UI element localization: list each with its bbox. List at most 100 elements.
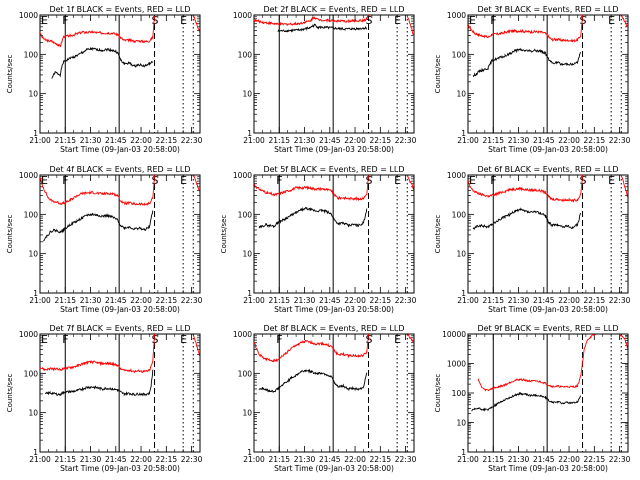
x-tick-label: 21:15 xyxy=(54,455,76,464)
series-lld xyxy=(477,334,597,392)
x-tick-label: 22:00 xyxy=(558,136,580,145)
x-tick-label: 21:00 xyxy=(243,296,265,305)
plot-frame xyxy=(467,174,629,294)
x-tick-label: 22:15 xyxy=(156,136,178,145)
x-tick-label: 22:15 xyxy=(584,136,606,145)
x-tick-label: 22:15 xyxy=(370,136,392,145)
series-events xyxy=(43,210,154,242)
y-axis-label: Counts/sec xyxy=(6,55,14,94)
series-lld-tail xyxy=(406,15,414,38)
x-tick-label: 21:00 xyxy=(457,296,479,305)
x-tick-label: 21:15 xyxy=(268,455,290,464)
y-tick-label: 100 xyxy=(452,389,467,398)
y-tick-label: 1 xyxy=(461,448,466,457)
x-tick-label: 21:15 xyxy=(482,455,504,464)
x-axis-label: Start Time (09-Jan-03 20:58:00) xyxy=(274,305,394,314)
series-lld-tail xyxy=(619,334,628,350)
marker-label: E xyxy=(180,14,187,27)
x-tick-label: 21:00 xyxy=(457,455,479,464)
plot-frame xyxy=(467,14,629,134)
series-group xyxy=(254,175,414,229)
y-tick-label: 100 xyxy=(238,210,253,219)
marker-label: E xyxy=(469,14,476,27)
marker-label: F xyxy=(276,333,282,346)
series-events xyxy=(277,23,368,33)
series-lld-tail xyxy=(620,175,628,199)
plot-frame xyxy=(39,14,201,134)
y-tick-label: 1 xyxy=(33,448,38,457)
marker-label: F xyxy=(276,174,282,187)
series-events xyxy=(472,47,582,78)
x-tick-label: 22:30 xyxy=(395,296,417,305)
marker-label: E xyxy=(394,333,401,346)
series-group xyxy=(254,334,414,394)
x-tick-label: 21:45 xyxy=(105,296,127,305)
series-lld-tail xyxy=(193,175,200,193)
series-group xyxy=(468,175,628,231)
marker-label: F xyxy=(62,174,68,187)
y-tick-label: 10 xyxy=(456,250,466,259)
chart-title: Det 4f BLACK = Events, RED = LLD xyxy=(49,165,190,174)
x-tick-label: 21:45 xyxy=(533,296,555,305)
y-tick-label: 1 xyxy=(247,289,252,298)
series-events xyxy=(44,369,154,397)
x-tick-label: 21:45 xyxy=(319,455,341,464)
series-lld-tail xyxy=(406,175,414,191)
marker-label: S xyxy=(366,14,373,27)
x-tick-label: 22:15 xyxy=(156,455,178,464)
series-group xyxy=(471,334,628,412)
series-group xyxy=(254,15,414,38)
y-tick-label: 1 xyxy=(33,289,38,298)
marker-label: E xyxy=(180,333,187,346)
y-tick-label: 1 xyxy=(247,129,252,138)
y-tick-label: 1000 xyxy=(233,11,252,20)
panel-det-8: Det 8f BLACK = Events, RED = LLD 1 10 100 10… xyxy=(233,324,417,473)
x-tick-label: 21:30 xyxy=(80,136,102,145)
x-tick-label: 21:00 xyxy=(29,136,51,145)
marker-label: S xyxy=(366,174,373,187)
x-tick-label: 21:15 xyxy=(54,136,76,145)
x-tick-label: 21:30 xyxy=(80,296,102,305)
x-tick-label: 21:45 xyxy=(319,136,341,145)
marker-label: S xyxy=(152,333,159,346)
x-tick-label: 22:30 xyxy=(609,136,631,145)
series-lld xyxy=(468,15,583,43)
panel-det-5: Det 5f BLACK = Events, RED = LLD Counts/s… xyxy=(220,165,417,314)
x-tick-label: 21:15 xyxy=(54,296,76,305)
x-tick-label: 22:00 xyxy=(130,455,152,464)
y-tick-label: 100 xyxy=(452,50,467,59)
y-tick-label: 1000 xyxy=(19,11,38,20)
plot-frame xyxy=(467,333,629,453)
x-tick-label: 22:15 xyxy=(584,296,606,305)
x-tick-label: 22:00 xyxy=(558,455,580,464)
y-tick-label: 100 xyxy=(24,210,39,219)
series-lld xyxy=(40,15,155,48)
x-axis-label: Start Time (09-Jan-03 20:58:00) xyxy=(488,464,608,473)
marker-label: E xyxy=(608,14,615,27)
y-tick-label: 10 xyxy=(242,409,252,418)
x-tick-label: 22:00 xyxy=(130,296,152,305)
x-tick-label: 21:30 xyxy=(508,455,530,464)
y-tick-label: 1 xyxy=(461,289,466,298)
panel-det-4: Det 4f BLACK = Events, RED = LLD Counts/s… xyxy=(6,165,203,314)
y-tick-label: 10 xyxy=(456,90,466,99)
chart-title: Det 3f BLACK = Events, RED = LLD xyxy=(477,5,618,14)
marker-label: E xyxy=(469,174,476,187)
x-tick-label: 21:00 xyxy=(29,296,51,305)
marker-label: S xyxy=(580,174,587,187)
x-tick-label: 21:45 xyxy=(319,296,341,305)
y-axis-label: Counts/sec xyxy=(434,55,442,94)
y-tick-label: 100 xyxy=(24,369,39,378)
y-tick-label: 100 xyxy=(24,50,39,59)
series-events xyxy=(51,46,154,79)
x-axis-label: Start Time (09-Jan-03 20:58:00) xyxy=(60,145,180,154)
series-group xyxy=(40,15,200,79)
series-lld-tail xyxy=(406,334,414,344)
y-axis-label: Counts/sec xyxy=(6,215,14,254)
marker-label: F xyxy=(62,14,68,27)
y-tick-label: 1 xyxy=(33,129,38,138)
x-tick-label: 22:30 xyxy=(395,455,417,464)
marker-label: E xyxy=(41,333,48,346)
y-tick-label: 1000 xyxy=(233,330,252,339)
chart-title: Det 1f BLACK = Events, RED = LLD xyxy=(49,5,190,14)
